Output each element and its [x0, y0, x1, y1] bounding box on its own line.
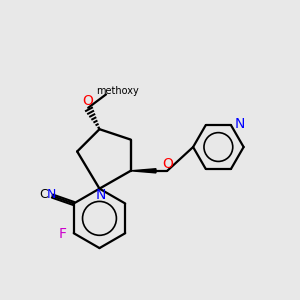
Text: C: C	[40, 188, 48, 201]
Text: O: O	[162, 157, 173, 171]
Text: N: N	[47, 188, 56, 201]
Polygon shape	[131, 169, 156, 173]
Text: O: O	[83, 94, 94, 108]
Text: methoxy: methoxy	[96, 86, 139, 96]
Text: N: N	[234, 117, 244, 131]
Text: F: F	[58, 227, 66, 241]
Text: N: N	[95, 188, 106, 203]
